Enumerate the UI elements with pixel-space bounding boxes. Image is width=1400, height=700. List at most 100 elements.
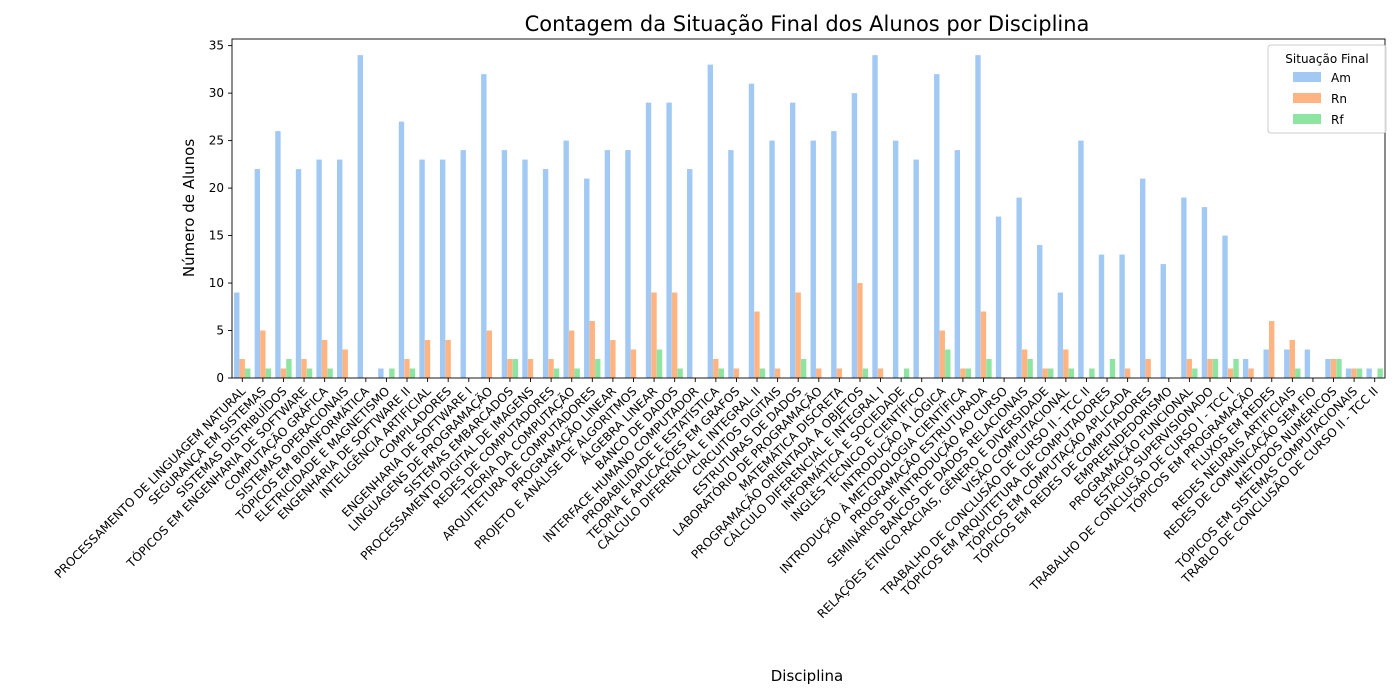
bar-am: [481, 74, 487, 378]
bar-am: [234, 292, 240, 378]
bar-am: [1037, 245, 1043, 378]
bar-am: [295, 169, 302, 378]
bar-am: [1325, 359, 1331, 378]
bar-rf: [677, 368, 683, 378]
bar-rn: [301, 359, 307, 378]
y-tick-label: 30: [209, 86, 224, 100]
bar-rn: [754, 311, 760, 378]
bar-rn: [630, 349, 637, 378]
bar-am: [728, 150, 734, 378]
bar-rn: [1186, 359, 1193, 378]
bar-am: [748, 83, 755, 378]
bar-am: [769, 140, 775, 378]
bar-rf: [245, 368, 251, 378]
bar-rf: [1212, 359, 1219, 378]
bar-am: [975, 55, 981, 378]
bar-rn: [774, 368, 781, 378]
bar-rf: [512, 359, 519, 378]
bar-rn: [733, 368, 740, 378]
bar-rn: [1351, 368, 1357, 378]
bar-am: [913, 159, 919, 378]
bar-am: [584, 178, 590, 378]
bar-am: [872, 55, 878, 378]
bar-am: [645, 102, 652, 379]
bar-rn: [651, 292, 657, 378]
bar-rn: [1063, 349, 1069, 378]
bar-rf: [945, 349, 951, 378]
x-axis-title: Disciplina: [771, 667, 844, 685]
bar-rf: [574, 368, 580, 378]
bar-am: [1119, 254, 1125, 378]
bar-rn: [424, 340, 431, 378]
bar-rn: [836, 368, 843, 378]
bar-rf: [286, 359, 292, 378]
bar-rf: [1192, 368, 1198, 378]
bar-am: [954, 150, 961, 378]
legend-swatch-rf: [1293, 114, 1321, 124]
bar-rn: [342, 349, 348, 378]
bar-am: [707, 64, 713, 378]
bar-rn: [816, 368, 822, 378]
bar-rn: [321, 340, 328, 378]
bar-am: [687, 169, 693, 378]
bar-rf: [759, 368, 766, 378]
bar-am: [1345, 368, 1352, 378]
bar-rf: [800, 359, 807, 378]
bar-am: [1057, 292, 1064, 378]
bar-am: [1284, 349, 1290, 378]
bar-rn: [980, 311, 987, 378]
bar-am: [1242, 359, 1249, 378]
bar-am: [275, 131, 281, 378]
bar-rf: [1027, 359, 1033, 378]
bar-rf: [1068, 368, 1074, 378]
bar-am: [1304, 349, 1311, 378]
bar-rn: [280, 368, 287, 378]
bar-am: [419, 159, 425, 378]
bar-rn: [857, 283, 863, 378]
bar-rn: [486, 330, 492, 378]
bar-rn: [671, 292, 678, 378]
legend: Situação Final Am Rn Rf: [1267, 44, 1387, 134]
y-axis-title: Número de Alunos: [180, 139, 198, 277]
bar-rf: [389, 368, 395, 378]
bar-rf: [306, 368, 313, 378]
plot-area: [231, 38, 1386, 379]
bar-am: [789, 102, 796, 379]
bar-am: [892, 140, 899, 378]
bar-rn: [239, 359, 245, 378]
bar-rf: [409, 368, 416, 378]
bar-rn: [1145, 359, 1151, 378]
bar-rn: [713, 359, 719, 378]
bar-am: [995, 216, 1002, 378]
bar-am: [625, 150, 631, 378]
bar-am: [460, 150, 466, 378]
bar-rf: [903, 368, 910, 378]
bar-am: [831, 131, 837, 378]
bar-rn: [1289, 340, 1295, 378]
bar-am: [501, 150, 508, 378]
plot-frame: [231, 38, 1386, 379]
bar-rn: [589, 321, 595, 378]
bar-am: [542, 169, 549, 378]
bar-rf: [965, 368, 972, 378]
bar-am: [1016, 197, 1022, 378]
bar-rf: [1109, 359, 1116, 378]
bar-rn: [1269, 321, 1275, 378]
chart-title: Contagem da Situação Final dos Alunos po…: [525, 12, 1090, 36]
bar-am: [522, 159, 528, 378]
y-tick-label: 15: [209, 229, 224, 243]
bar-rf: [862, 368, 869, 378]
x-axis: PROCESSAMENTO DE LINGUAGEM NATURALSEGURA…: [52, 378, 1381, 621]
bar-am: [254, 169, 261, 378]
bar-rn: [404, 359, 410, 378]
bar-am: [851, 93, 858, 378]
legend-label-rf: Rf: [1331, 113, 1344, 127]
legend-box: [1267, 44, 1387, 134]
bar-rn: [960, 368, 966, 378]
legend-swatch-am: [1293, 72, 1321, 82]
bar-rf: [553, 368, 560, 378]
bar-rn: [568, 330, 575, 378]
bar-am: [666, 102, 672, 379]
bar-rf: [1048, 368, 1054, 378]
bar-am: [1098, 254, 1105, 378]
